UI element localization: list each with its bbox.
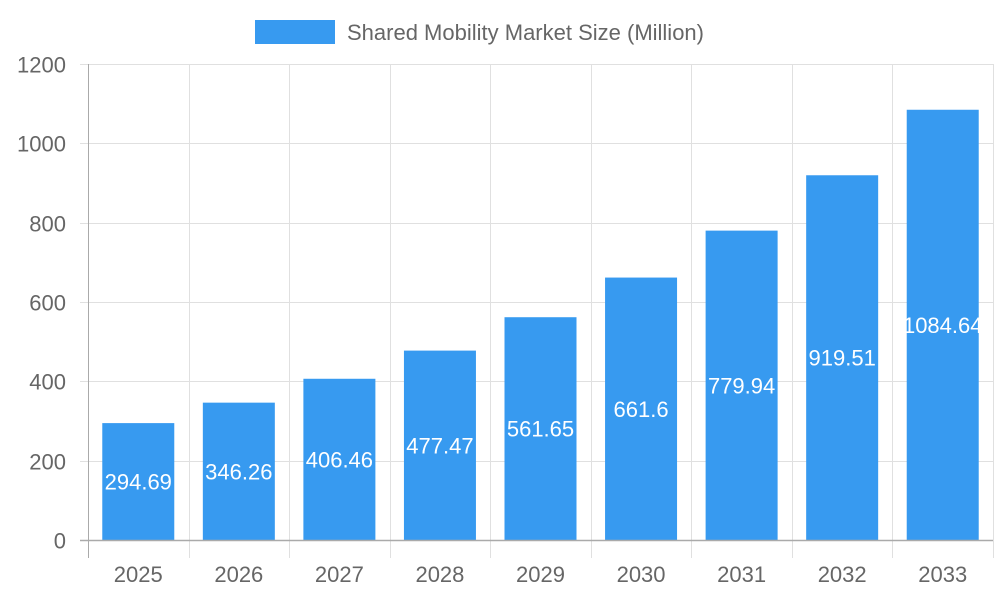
- legend[interactable]: Shared Mobility Market Size (Million): [255, 20, 704, 45]
- data-label: 561.65: [507, 417, 574, 442]
- bar-2031: [705, 230, 778, 541]
- legend-swatch: [255, 20, 335, 44]
- bar-2026: [202, 402, 275, 540]
- data-label: 346.26: [205, 459, 272, 484]
- y-tick-label: 200: [29, 450, 66, 475]
- data-label: 779.94: [708, 373, 775, 398]
- x-tick-label: 2032: [818, 562, 867, 587]
- x-tick-label: 2026: [214, 562, 263, 587]
- x-tick-label: 2029: [516, 562, 565, 587]
- y-tick-label: 800: [29, 212, 66, 237]
- y-tick-label: 600: [29, 291, 66, 316]
- bar-2033: [906, 109, 979, 541]
- x-tick-label: 2033: [918, 562, 967, 587]
- x-tick-label: 2025: [114, 562, 163, 587]
- legend-label: Shared Mobility Market Size (Million): [347, 20, 704, 45]
- data-label: 406.46: [306, 447, 373, 472]
- y-tick-label: 1200: [17, 53, 66, 78]
- bar-2028: [403, 350, 476, 540]
- bar-2025: [102, 423, 175, 540]
- data-label: 919.51: [809, 346, 876, 371]
- y-tick-label: 1000: [17, 132, 66, 157]
- data-label: 1084.64: [903, 313, 983, 338]
- bar-2030: [605, 277, 678, 540]
- bar-2032: [806, 175, 879, 540]
- x-tick-label: 2028: [415, 562, 464, 587]
- data-label: 294.69: [105, 470, 172, 495]
- data-label: 477.47: [406, 433, 473, 458]
- x-tick-label: 2031: [717, 562, 766, 587]
- bar-2027: [303, 378, 376, 540]
- y-tick-label: 0: [54, 529, 66, 554]
- x-tick-label: 2027: [315, 562, 364, 587]
- y-tick-label: 400: [29, 370, 66, 395]
- data-label: 661.6: [614, 397, 669, 422]
- x-tick-label: 2030: [617, 562, 666, 587]
- bar-2029: [504, 317, 577, 540]
